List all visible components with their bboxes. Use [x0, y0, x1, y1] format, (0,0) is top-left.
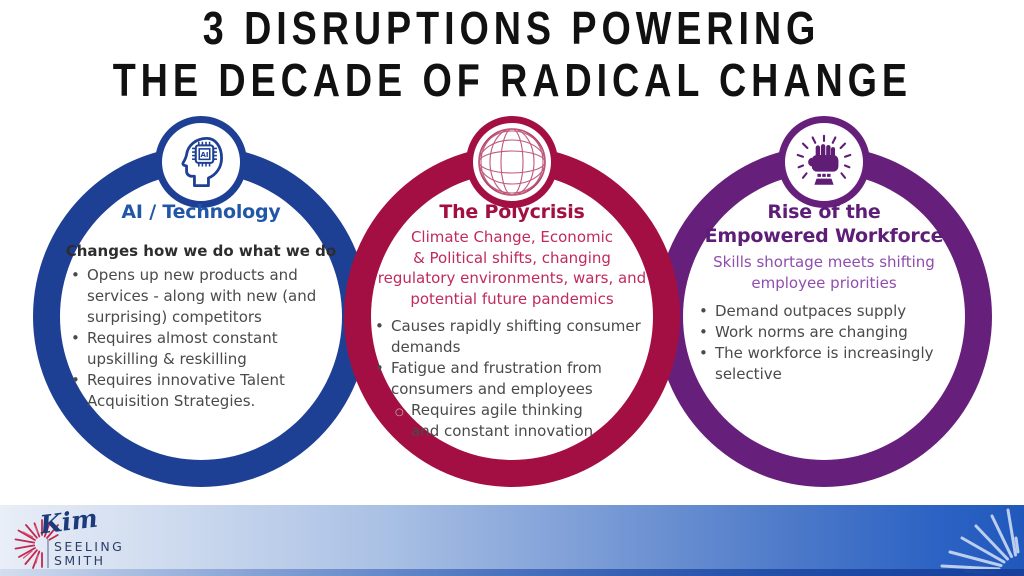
- bullet-item: Causes rapidly shifting consumer demands: [374, 316, 650, 358]
- workforce-badge: [778, 116, 870, 208]
- title-line: Rise of the: [767, 201, 881, 223]
- bullet-item: Work norms are changing: [698, 322, 950, 343]
- bullet-item: Fatigue and frustration from consumers a…: [374, 358, 650, 400]
- card-workforce-bullet-list: Demand outpaces supply Work norms are ch…: [698, 301, 950, 385]
- card-polycrisis-sub-bullet-list: Requires agile thinking and constant inn…: [394, 400, 660, 442]
- subtitle-line: & Political shifts, changing: [413, 248, 611, 267]
- bullet-item: Requires almost constant upskilling & re…: [70, 328, 332, 370]
- card-ai-content: AI / Technology Changes how we do what w…: [53, 200, 349, 412]
- title-line: Empowered Workforce: [704, 225, 944, 247]
- ai-head-chip-icon: AI: [181, 136, 223, 188]
- logo-word-smith: SMITH: [54, 553, 106, 568]
- ai-badge: AI: [155, 116, 247, 208]
- card-polycrisis: The Polycrisis Climate Change, Economic …: [344, 116, 680, 487]
- polycrisis-badge: [466, 116, 558, 208]
- card-empowered-workforce: Rise of the Empowered Workforce Skills s…: [656, 116, 992, 487]
- ai-chip-label: AI: [200, 151, 208, 159]
- globe-wireframe-icon: [478, 128, 546, 196]
- raised-fist-icon: [796, 134, 852, 185]
- logo-word-seeling: SEELING: [54, 539, 125, 554]
- logo-script-kim: Kim: [38, 503, 100, 540]
- corner-rays-icon: [940, 508, 1020, 575]
- footer-band: [0, 505, 1024, 576]
- subtitle-line: Climate Change, Economic: [410, 228, 614, 246]
- sub-bullet-item: Requires agile thinking and constant inn…: [394, 400, 606, 442]
- card-polycrisis-title: The Polycrisis: [439, 201, 585, 223]
- card-polycrisis-subtitle: Climate Change, Economic & Political shi…: [364, 227, 660, 309]
- starburst-icon: [14, 519, 59, 569]
- card-ai-intro: Changes how we do what we do: [65, 242, 337, 260]
- subtitle-line: regulatory environments, wars, and: [377, 269, 647, 287]
- bullet-item: Opens up new products and services - alo…: [70, 265, 332, 328]
- brand-logo: Kim SEELING SMITH: [14, 503, 160, 574]
- page-title-line1: 3 DISRUPTIONS POWERING: [203, 2, 821, 54]
- card-polycrisis-content: The Polycrisis Climate Change, Economic …: [364, 200, 660, 442]
- bullet-item: The workforce is increasingly selective: [698, 343, 950, 385]
- card-polycrisis-bullet-list: Causes rapidly shifting consumer demands…: [374, 316, 650, 400]
- subtitle-line: potential future pandemics: [410, 289, 614, 308]
- footer-bottom-strip: [0, 569, 1024, 576]
- bullet-item: Requires innovative Talent Acquisition S…: [70, 370, 332, 412]
- card-workforce-content: Rise of the Empowered Workforce Skills s…: [676, 200, 972, 385]
- card-workforce-title: Rise of the Empowered Workforce: [676, 200, 972, 248]
- bullet-item: Demand outpaces supply: [698, 301, 950, 322]
- card-workforce-subtitle: Skills shortage meets shifting employee …: [713, 253, 935, 292]
- card-ai-bullet-list: Opens up new products and services - alo…: [70, 265, 332, 412]
- logo-wordmark: SEELING SMITH: [54, 540, 124, 568]
- logo-divider: [47, 539, 49, 568]
- card-ai-title: AI / Technology: [121, 201, 281, 223]
- card-ai-technology: AI AI / Technology Changes how we do wha…: [33, 116, 369, 487]
- page-title-line2: THE DECADE OF RADICAL CHANGE: [112, 54, 912, 106]
- page-title: 3 DISRUPTIONS POWERING THE DECADE OF RAD…: [0, 2, 1024, 106]
